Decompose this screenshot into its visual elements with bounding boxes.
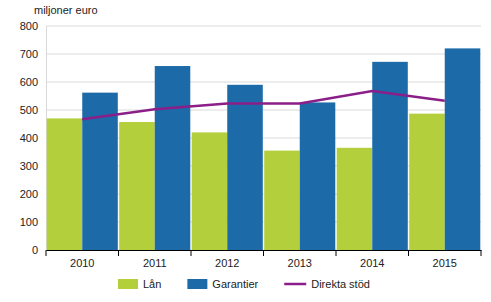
y-tick: 200: [20, 188, 46, 200]
legend-swatch: [284, 283, 306, 286]
y-tick-label: 300: [20, 160, 38, 172]
bar: [264, 151, 300, 250]
y-tick: 500: [20, 104, 46, 116]
x-tick-label: 2010: [70, 257, 94, 269]
x-separator: [191, 250, 192, 256]
x-tick-label: 2013: [288, 257, 312, 269]
y-axis-title: miljoner euro: [34, 4, 98, 16]
bar: [227, 85, 263, 250]
y-tick-label: 200: [20, 188, 38, 200]
x-separator: [263, 250, 264, 256]
x-separator: [408, 250, 409, 256]
y-tick-label: 0: [32, 244, 38, 256]
y-tick-label: 700: [20, 48, 38, 60]
y-tick: 0: [32, 244, 46, 256]
legend-swatch: [118, 279, 138, 289]
legend-item: Garantier: [187, 278, 258, 290]
grid-line: [46, 54, 481, 55]
bar: [47, 118, 83, 250]
x-separator: [336, 250, 337, 256]
bar: [192, 132, 228, 250]
bar: [445, 48, 481, 250]
y-tick-label: 800: [20, 20, 38, 32]
x-tick-label: 2012: [215, 257, 239, 269]
marks: [47, 48, 481, 250]
y-tick: 700: [20, 48, 46, 60]
y-tick-label: 100: [20, 216, 38, 228]
y-tick-label: 500: [20, 104, 38, 116]
x-separators: [46, 250, 481, 256]
x-tick: 2013: [288, 250, 312, 269]
x-tick: 2012: [215, 250, 239, 269]
y-tick: 300: [20, 160, 46, 172]
grid-line: [46, 26, 481, 27]
x-separator: [481, 250, 482, 256]
plot-area: 0100200300400500600700800201020112012201…: [20, 20, 482, 269]
x-tick: 2011: [143, 250, 167, 269]
grid-line: [46, 82, 481, 83]
y-tick: 400: [20, 132, 46, 144]
bar: [372, 62, 408, 250]
x-separator: [46, 250, 47, 256]
legend-label: Direkta stöd: [311, 278, 370, 290]
y-tick-label: 400: [20, 132, 38, 144]
bar-series: [82, 48, 480, 250]
legend-item: Lån: [118, 278, 161, 290]
chart: 0100200300400500600700800201020112012201…: [0, 0, 491, 302]
y-axis: 0 100 200 300 400 500 600 700 800: [20, 20, 47, 256]
bar: [119, 122, 155, 250]
x-tick-label: 2011: [143, 257, 167, 269]
x-tick-label: 2014: [360, 257, 384, 269]
x-separator: [118, 250, 119, 256]
line: [82, 91, 445, 119]
grid: [46, 26, 481, 250]
x-tick: 2015: [433, 250, 457, 269]
y-tick: 100: [20, 216, 46, 228]
x-tick-label: 2015: [433, 257, 457, 269]
x-tick: 2010: [70, 250, 94, 269]
legend-item: Direkta stöd: [284, 278, 370, 290]
bar: [337, 148, 373, 250]
bar: [155, 66, 191, 250]
y-tick: 800: [20, 20, 46, 32]
legend-swatch: [187, 279, 207, 289]
y-tick-label: 600: [20, 76, 38, 88]
y-tick: 600: [20, 76, 46, 88]
x-axis: 2010 2011 2012 2013 2014 2015: [46, 250, 482, 269]
x-tick: 2014: [360, 250, 384, 269]
legend-label: Garantier: [212, 278, 258, 290]
bar: [300, 102, 336, 250]
legend-label: Lån: [143, 278, 161, 290]
legend: Lån Garantier Direkta stöd: [118, 278, 370, 290]
bar: [409, 114, 445, 250]
